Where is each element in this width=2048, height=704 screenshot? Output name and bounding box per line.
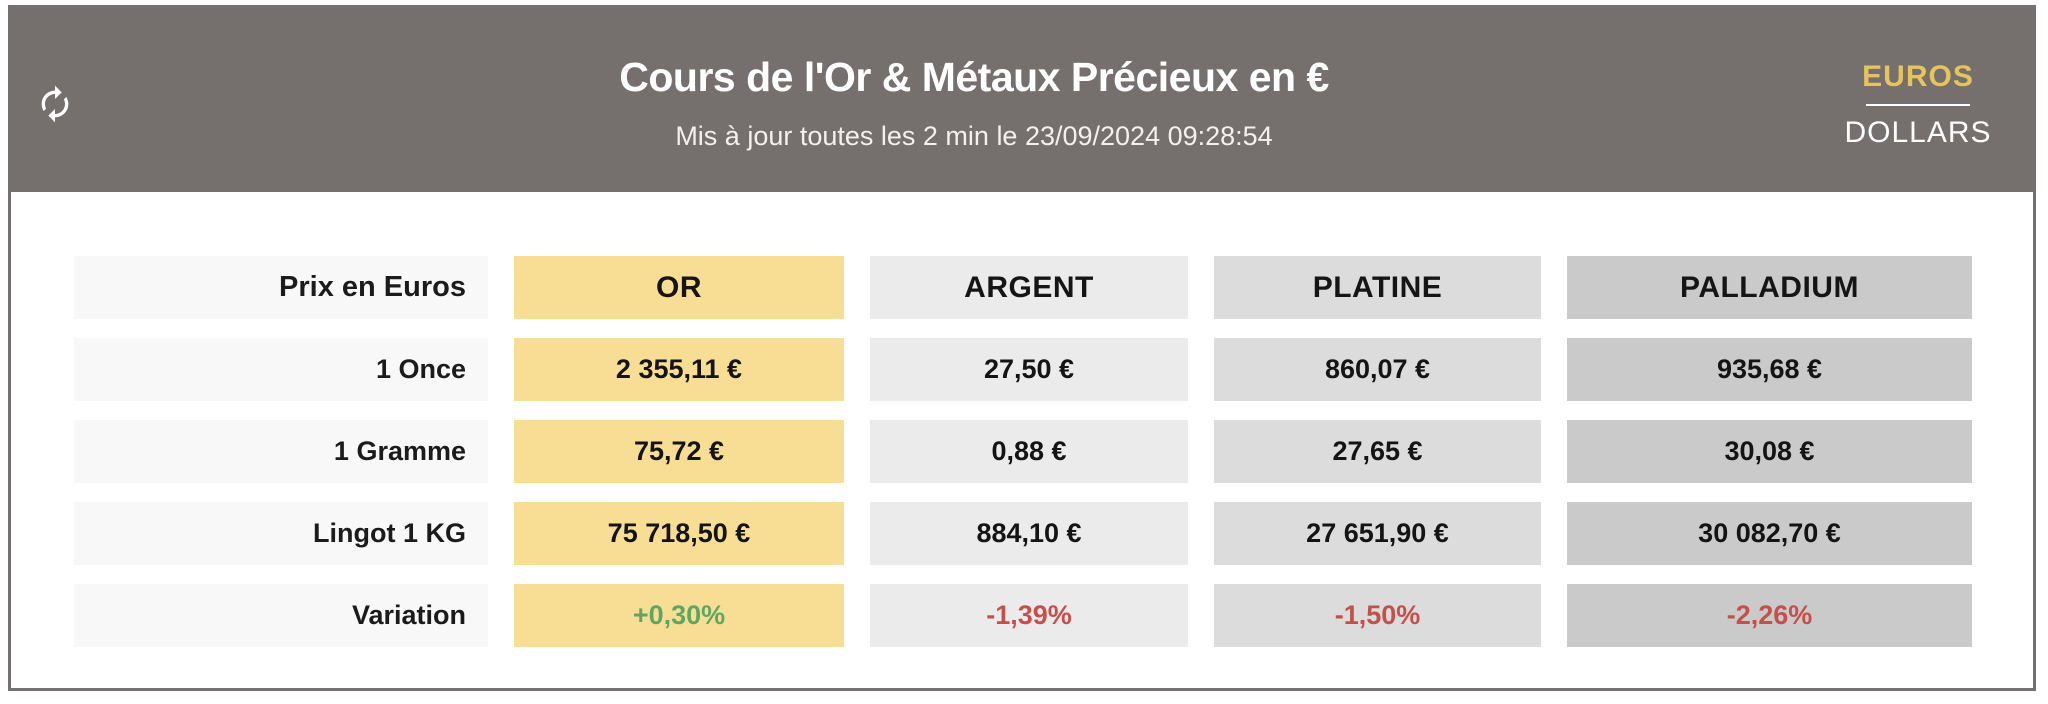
value-once-platine: 860,07 € [1214, 338, 1541, 401]
widget-header: Cours de l'Or & Métaux Précieux en € Mis… [11, 8, 2033, 192]
gold-price-widget: Cours de l'Or & Métaux Précieux en € Mis… [8, 5, 2036, 691]
row-label-gramme: 1 Gramme [74, 420, 488, 483]
refresh-button[interactable] [35, 84, 75, 124]
column-header-or: OR [514, 256, 844, 319]
value-gramme-platine: 27,65 € [1214, 420, 1541, 483]
variation-palladium: -2,26% [1567, 584, 1972, 647]
column-header-platine: PLATINE [1214, 256, 1541, 319]
value-once-palladium: 935,68 € [1567, 338, 1972, 401]
table-corner-label: Prix en Euros [74, 256, 488, 319]
page-title: Cours de l'Or & Métaux Précieux en € [619, 54, 1329, 100]
update-status: Mis à jour toutes les 2 min le 23/09/202… [675, 121, 1273, 151]
value-once-or: 2 355,11 € [514, 338, 844, 401]
currency-option-euros[interactable]: EUROS [1862, 60, 1974, 93]
value-gramme-argent: 0,88 € [870, 420, 1188, 483]
row-label-once: 1 Once [74, 338, 488, 401]
value-gramme-palladium: 30,08 € [1567, 420, 1972, 483]
row-label-variation: Variation [74, 584, 488, 647]
currency-option-dollars[interactable]: DOLLARS [1844, 116, 1992, 149]
variation-platine: -1,50% [1214, 584, 1541, 647]
refresh-icon [35, 85, 75, 128]
toggle-divider [1866, 104, 1970, 106]
currency-toggle: EUROS DOLLARS [1843, 60, 1993, 150]
value-lingot-platine: 27 651,90 € [1214, 502, 1541, 565]
row-label-lingot: Lingot 1 KG [74, 502, 488, 565]
price-table: Prix en Euros OR ARGENT PLATINE PALLADIU… [74, 256, 2033, 647]
column-header-palladium: PALLADIUM [1567, 256, 1972, 319]
value-once-argent: 27,50 € [870, 338, 1188, 401]
value-lingot-or: 75 718,50 € [514, 502, 844, 565]
value-lingot-argent: 884,10 € [870, 502, 1188, 565]
variation-or: +0,30% [514, 584, 844, 647]
value-lingot-palladium: 30 082,70 € [1567, 502, 1972, 565]
column-header-argent: ARGENT [870, 256, 1188, 319]
value-gramme-or: 75,72 € [514, 420, 844, 483]
variation-argent: -1,39% [870, 584, 1188, 647]
